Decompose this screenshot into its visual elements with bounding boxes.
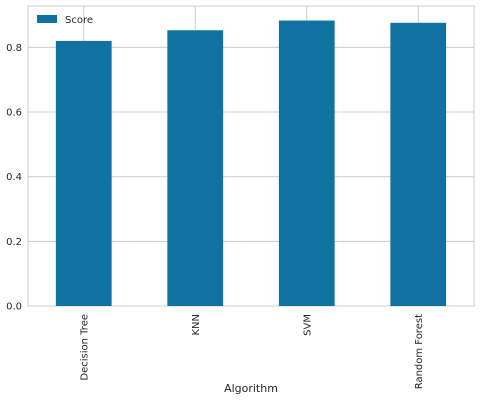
bars (55, 20, 447, 307)
x-tick-label: Random Forest (414, 314, 425, 389)
y-tick-label: 0.4 (6, 172, 22, 183)
legend-label: Score (65, 15, 93, 26)
bar (278, 20, 335, 306)
legend-swatch (37, 15, 57, 23)
x-tick-labels: Decision Tree KNN SVM Random Forest (79, 314, 425, 389)
y-tick-label: 0.0 (6, 302, 22, 313)
y-tick-label: 0.6 (6, 108, 22, 119)
x-tick-label: KNN (191, 314, 202, 336)
legend: Score (37, 15, 93, 26)
y-tick-label: 0.2 (6, 237, 22, 248)
bar (167, 30, 224, 306)
y-tick-label: 0.8 (6, 43, 22, 54)
y-tick-labels: 0.0 0.2 0.4 0.6 0.8 (6, 43, 22, 313)
bar (390, 22, 447, 307)
x-tick-label: Decision Tree (79, 314, 90, 381)
bar (55, 40, 112, 307)
x-tick-label: SVM (302, 314, 313, 336)
x-axis-label: Algorithm (224, 382, 278, 395)
